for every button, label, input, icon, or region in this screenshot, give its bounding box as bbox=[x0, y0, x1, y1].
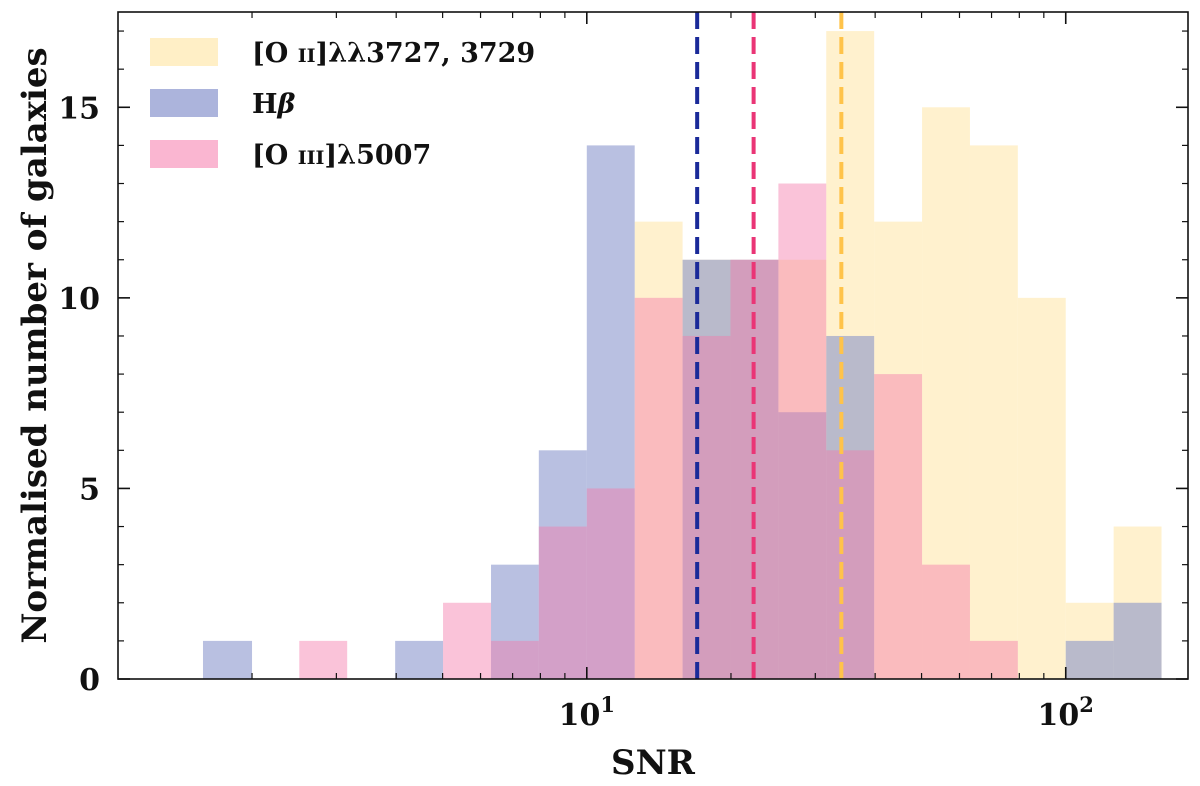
histogram-bar-s0-b9 bbox=[634, 221, 683, 679]
x-tick-exponent: 1 bbox=[600, 692, 615, 717]
vlines-layer bbox=[695, 12, 844, 679]
legend: [O II]λλ3727, 3729 Hβ [O III]λ5007 bbox=[150, 38, 535, 171]
y-tick-label: 0 bbox=[79, 663, 100, 698]
histogram-bar-s1-b18 bbox=[1065, 640, 1114, 679]
histogram-bar-s2-b15 bbox=[922, 564, 970, 679]
histogram-bar-s1-b4 bbox=[395, 640, 444, 679]
x-axis-label: SNR bbox=[611, 743, 696, 782]
histogram-bar-s0-b17 bbox=[1017, 297, 1066, 679]
histogram-bar-s1-b13 bbox=[826, 335, 875, 679]
histogram-bar-s1-b10 bbox=[682, 259, 731, 679]
histogram-bar-s2-b2 bbox=[299, 640, 348, 679]
histogram-bar-s1-b12 bbox=[778, 412, 827, 679]
histogram-bar-s1-b19 bbox=[1113, 602, 1162, 679]
legend-label-0: [O II]λλ3727, 3729 bbox=[252, 38, 535, 69]
legend-label-part: β bbox=[277, 89, 296, 120]
legend-swatch-0 bbox=[150, 38, 218, 66]
histogram-bar-s2-b14 bbox=[874, 374, 923, 679]
legend-label-2: [O III]λ5007 bbox=[252, 140, 431, 171]
histogram-bar-s2-b8 bbox=[586, 488, 635, 679]
legend-label-1: Hβ bbox=[252, 89, 296, 120]
y-axis-label: Normalised number of galaxies bbox=[15, 47, 55, 643]
histogram-bar-s0-b16 bbox=[969, 145, 1018, 679]
legend-label-part: ]λλ3727, 3729 bbox=[315, 38, 535, 69]
histogram-bar-s2-b10 bbox=[682, 335, 731, 679]
histogram-bar-s2-b9 bbox=[634, 297, 683, 679]
ticks-layer: 0 5 10 15 101 102 bbox=[58, 12, 1188, 733]
legend-label-part: III bbox=[298, 147, 325, 169]
legend-label-part: [O bbox=[252, 38, 298, 69]
y-tick-label: 5 bbox=[79, 472, 100, 507]
x-tick-label: 102 bbox=[1038, 692, 1094, 733]
bars-layer bbox=[202, 31, 1162, 680]
histogram-bar-s2-b5 bbox=[443, 602, 492, 679]
histogram-bar-s0-b14 bbox=[874, 221, 923, 679]
legend-label-part: II bbox=[298, 45, 316, 67]
legend-swatch-1 bbox=[150, 89, 218, 117]
y-tick-label: 10 bbox=[58, 282, 100, 317]
y-tick-label: 15 bbox=[58, 91, 100, 126]
histogram-bar-s2-b13 bbox=[826, 450, 875, 679]
histogram-bar-s0-b15 bbox=[922, 107, 970, 680]
legend-swatch-2 bbox=[150, 140, 218, 168]
legend-label-part: H bbox=[252, 89, 278, 120]
histogram-bar-s1-b0 bbox=[202, 640, 253, 679]
legend-label-part: [O bbox=[252, 140, 298, 171]
legend-label-part: ]λ5007 bbox=[324, 140, 431, 171]
histogram-bar-s2-b12 bbox=[778, 183, 827, 679]
histogram-bar-s1-b7 bbox=[538, 450, 587, 679]
histogram-bar-s2-b6 bbox=[491, 640, 539, 679]
histogram-bar-s2-b16 bbox=[969, 640, 1018, 679]
histogram-bar-s2-b7 bbox=[538, 526, 587, 679]
histogram-bar-s1-b6 bbox=[491, 564, 539, 679]
x-tick-label: 101 bbox=[559, 692, 615, 733]
histogram-bar-s1-b8 bbox=[586, 145, 635, 679]
x-tick-exponent: 2 bbox=[1079, 692, 1094, 717]
plot-frame bbox=[117, 11, 1189, 680]
